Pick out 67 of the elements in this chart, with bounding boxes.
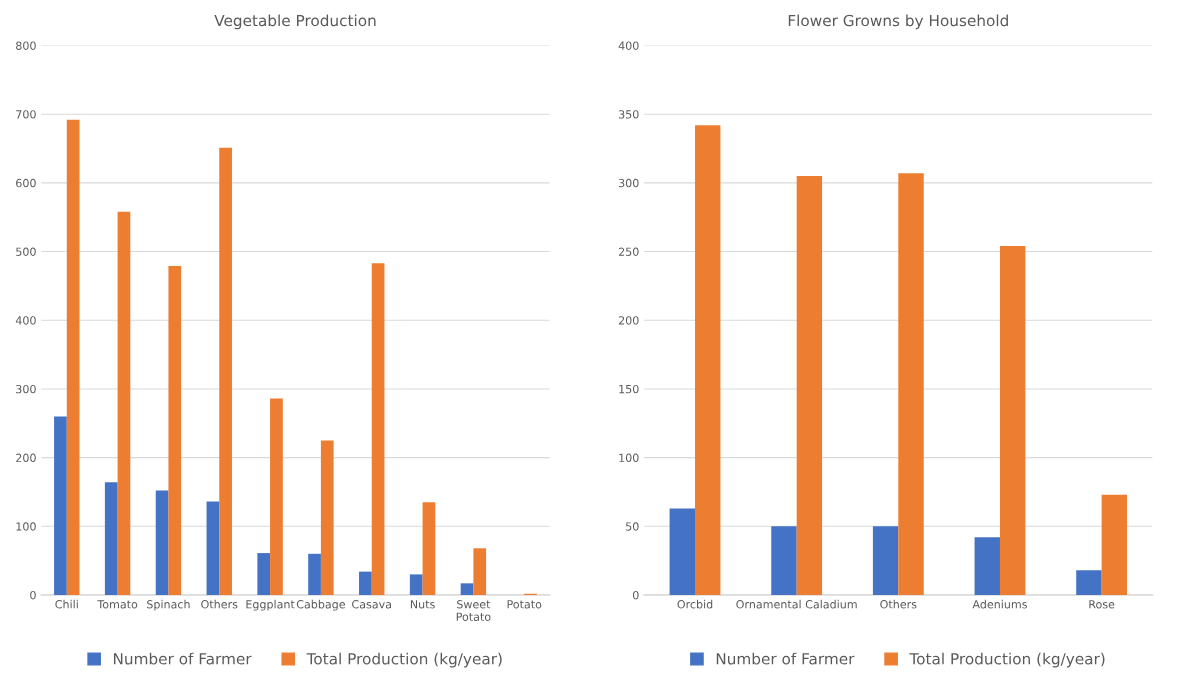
x-tick-label: Cabbage [296, 599, 346, 611]
x-tick-label: Others [201, 599, 238, 609]
bar [898, 173, 924, 595]
x-tick-label: Others [880, 599, 917, 609]
x-tick-label: Rose [1089, 600, 1115, 609]
y-tick-label: 100 [16, 522, 36, 531]
x-tick-label: Spinach [147, 599, 190, 611]
x-tick-label: Ornamental Caladium [736, 599, 857, 609]
x-tick-label: Adeniums [972, 599, 1027, 609]
y-tick-label: 250 [618, 247, 639, 256]
y-tick-label: 150 [619, 384, 639, 394]
bar [270, 398, 283, 595]
bar [117, 211, 131, 595]
bar [155, 490, 169, 595]
bar [872, 526, 899, 595]
y-tick-label: 300 [618, 178, 639, 188]
y-tick-label: 300 [16, 384, 36, 394]
y-tick-label: 400 [618, 41, 639, 50]
bar [974, 537, 1000, 595]
x-tick-label: Sweet Potato [456, 600, 491, 621]
bar [219, 147, 232, 595]
bar [771, 526, 797, 595]
y-tick-label: 350 [618, 110, 639, 119]
y-tick-label: 200 [16, 453, 36, 462]
bar [54, 416, 67, 595]
y-tick-label: 200 [618, 316, 639, 325]
y-tick-label: 400 [15, 316, 36, 325]
bar [460, 583, 474, 595]
bar [168, 265, 182, 595]
bar [422, 502, 436, 595]
bar [257, 553, 271, 595]
y-tick-label: 100 [619, 453, 639, 462]
legend-label: Total Production (kg/year) [909, 652, 1105, 668]
legend-label: Total Production (kg/year) [306, 652, 502, 668]
chart-title: Vegetable Production [214, 14, 376, 30]
bar [796, 176, 823, 595]
y-tick-label: 500 [16, 247, 36, 256]
y-tick-label: 0 [632, 590, 639, 600]
bar [359, 571, 372, 595]
bar [999, 246, 1026, 595]
x-tick-label: Nuts [410, 600, 435, 609]
bar [66, 119, 80, 595]
bar [669, 508, 696, 595]
bar [104, 482, 118, 595]
chart-title: Flower Growns by Household [788, 14, 1008, 30]
x-tick-label: Eggplant [246, 599, 295, 611]
bar [308, 553, 321, 595]
x-tick-label: Chili [55, 599, 78, 609]
bar [409, 574, 423, 595]
legend-label: Number of Farmer [113, 652, 252, 665]
y-tick-label: 600 [16, 178, 36, 188]
bar [1101, 494, 1128, 595]
x-tick-label: Orcbid [677, 599, 713, 609]
bar [473, 548, 487, 595]
y-tick-label: 700 [16, 110, 36, 119]
y-tick-label: 0 [30, 590, 36, 600]
y-tick-label: 50 [626, 522, 639, 531]
x-tick-label: Tomato [97, 600, 138, 609]
bar [206, 501, 220, 595]
x-tick-label: Potato [507, 600, 542, 609]
bar [320, 440, 334, 595]
bar [1076, 570, 1102, 595]
y-tick-label: 800 [16, 41, 36, 50]
bar [371, 263, 385, 595]
x-tick-label: Casava [352, 600, 391, 609]
bar [695, 125, 721, 595]
legend-label: Number of Farmer [716, 652, 855, 665]
